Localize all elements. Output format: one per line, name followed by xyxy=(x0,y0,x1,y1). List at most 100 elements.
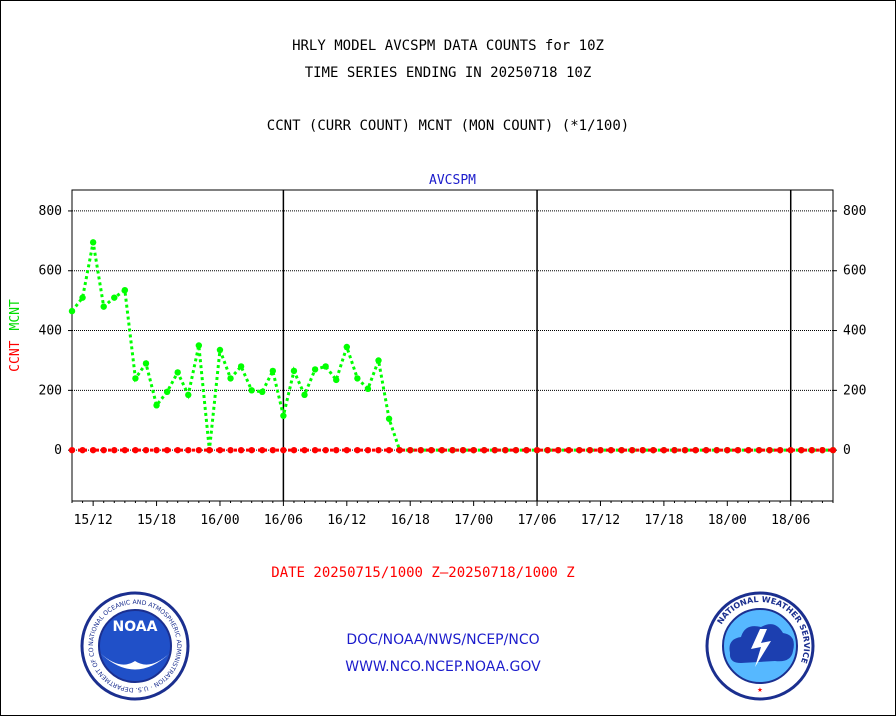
data-point-ccnt xyxy=(576,446,583,454)
y-axis-label-mcnt: MCNT xyxy=(8,299,23,330)
data-point-mcnt xyxy=(364,385,372,393)
data-point-mcnt xyxy=(375,357,382,364)
data-point-mcnt xyxy=(100,303,107,310)
noaa-logo-text: NOAA xyxy=(113,619,158,635)
data-point-mcnt xyxy=(311,366,319,373)
x-tick-label: 17/12 xyxy=(581,513,620,528)
data-point-ccnt xyxy=(185,446,192,454)
data-point-ccnt xyxy=(702,446,710,454)
data-point-ccnt xyxy=(428,446,435,454)
data-point-ccnt xyxy=(449,446,456,454)
data-point-ccnt xyxy=(407,446,414,454)
data-point-ccnt xyxy=(195,446,203,454)
data-point-ccnt xyxy=(671,446,678,454)
data-point-ccnt xyxy=(438,446,446,454)
x-tick-label: 18/06 xyxy=(771,513,810,528)
y-axis-label-ccnt: CCNT xyxy=(8,340,23,371)
data-point-ccnt xyxy=(290,446,298,454)
x-tick-label: 17/18 xyxy=(644,513,683,528)
data-point-ccnt xyxy=(755,446,763,454)
data-point-ccnt xyxy=(459,446,467,454)
data-point-ccnt xyxy=(597,446,604,454)
data-point-mcnt xyxy=(68,307,76,315)
y-tick-label-right: 400 xyxy=(843,324,866,339)
data-point-ccnt xyxy=(650,446,657,454)
data-point-ccnt xyxy=(237,446,245,454)
nws-logo-icon: ★ NATIONAL WEATHER SERVICE xyxy=(705,591,815,701)
data-point-mcnt xyxy=(280,412,287,419)
data-point-mcnt xyxy=(385,415,393,422)
x-tick-label: 16/06 xyxy=(264,513,303,528)
data-point-mcnt xyxy=(343,343,351,351)
data-point-ccnt xyxy=(639,446,646,454)
data-point-mcnt xyxy=(89,239,97,246)
data-point-ccnt xyxy=(586,446,594,454)
data-point-ccnt xyxy=(523,446,530,454)
footer-url-line: WWW.NCO.NCEP.NOAA.GOV xyxy=(345,659,541,675)
data-point-ccnt xyxy=(301,446,308,454)
date-range-label: DATE 20250715/1000 Z–20250718/1000 Z xyxy=(0,565,846,581)
data-point-ccnt xyxy=(132,446,139,454)
data-point-ccnt xyxy=(227,446,234,454)
y-tick-label-left: 800 xyxy=(39,204,62,219)
data-point-ccnt xyxy=(491,446,498,454)
data-point-ccnt xyxy=(681,446,689,454)
data-point-ccnt xyxy=(396,446,403,454)
data-point-ccnt xyxy=(206,446,213,454)
data-point-ccnt xyxy=(269,446,277,454)
data-point-ccnt xyxy=(481,446,488,454)
date-range-end: 20250718/1000 Z xyxy=(448,565,575,581)
data-point-ccnt xyxy=(248,446,255,454)
y-tick-label-left: 200 xyxy=(39,383,62,398)
data-point-ccnt xyxy=(280,446,287,454)
x-tick-label: 15/18 xyxy=(137,513,176,528)
data-point-ccnt xyxy=(787,446,794,454)
chart-title-line-3: CCNT (CURR COUNT) MCNT (MON COUNT) (*1/1… xyxy=(266,118,630,134)
data-point-mcnt xyxy=(301,391,308,399)
noaa-logo-icon: NOAA NATIONAL OCEANIC AND ATMOSPHERIC AD… xyxy=(80,591,190,701)
data-point-mcnt xyxy=(111,294,118,301)
data-point-ccnt xyxy=(153,446,160,454)
data-point-mcnt xyxy=(227,375,234,382)
footer-org-line: DOC/NOAA/NWS/NCEP/NCO xyxy=(346,632,540,648)
x-tick-label: 15/12 xyxy=(74,513,113,528)
data-point-ccnt xyxy=(660,446,668,454)
x-tick-label: 16/18 xyxy=(391,513,430,528)
data-point-ccnt xyxy=(628,446,636,454)
data-point-ccnt xyxy=(417,446,424,454)
y-tick-label-left: 0 xyxy=(54,443,62,458)
data-point-mcnt xyxy=(174,369,181,376)
data-point-ccnt xyxy=(142,446,150,454)
data-point-ccnt xyxy=(713,446,720,454)
data-point-ccnt xyxy=(89,446,97,454)
data-point-ccnt xyxy=(111,446,118,454)
y-tick-label-right: 0 xyxy=(843,443,851,458)
y-tick-label-right: 200 xyxy=(843,383,866,398)
plot-frame xyxy=(71,189,834,502)
data-point-ccnt xyxy=(776,446,784,454)
data-point-mcnt xyxy=(195,342,203,349)
data-point-ccnt xyxy=(354,446,361,454)
data-point-ccnt xyxy=(174,446,181,454)
x-tick-label: 16/00 xyxy=(200,513,239,528)
x-tick-label: 17/00 xyxy=(454,513,493,528)
plot-title: AVCSPM xyxy=(429,173,476,188)
data-point-ccnt xyxy=(745,446,752,454)
y-tick-label-right: 600 xyxy=(843,264,866,279)
data-point-ccnt xyxy=(692,446,699,454)
series-line-mcnt xyxy=(70,242,833,452)
data-point-ccnt xyxy=(618,446,625,454)
data-point-ccnt xyxy=(216,446,224,454)
data-point-mcnt xyxy=(333,376,340,384)
y-axis-label: CCNT MCNT xyxy=(8,299,23,372)
data-point-mcnt xyxy=(290,367,298,375)
data-point-mcnt xyxy=(269,367,277,375)
data-point-ccnt xyxy=(259,446,266,454)
data-point-mcnt xyxy=(121,286,129,294)
data-point-ccnt xyxy=(364,446,372,454)
data-point-ccnt xyxy=(68,446,76,454)
data-point-mcnt xyxy=(322,363,329,370)
date-range-dash: – xyxy=(439,565,449,581)
